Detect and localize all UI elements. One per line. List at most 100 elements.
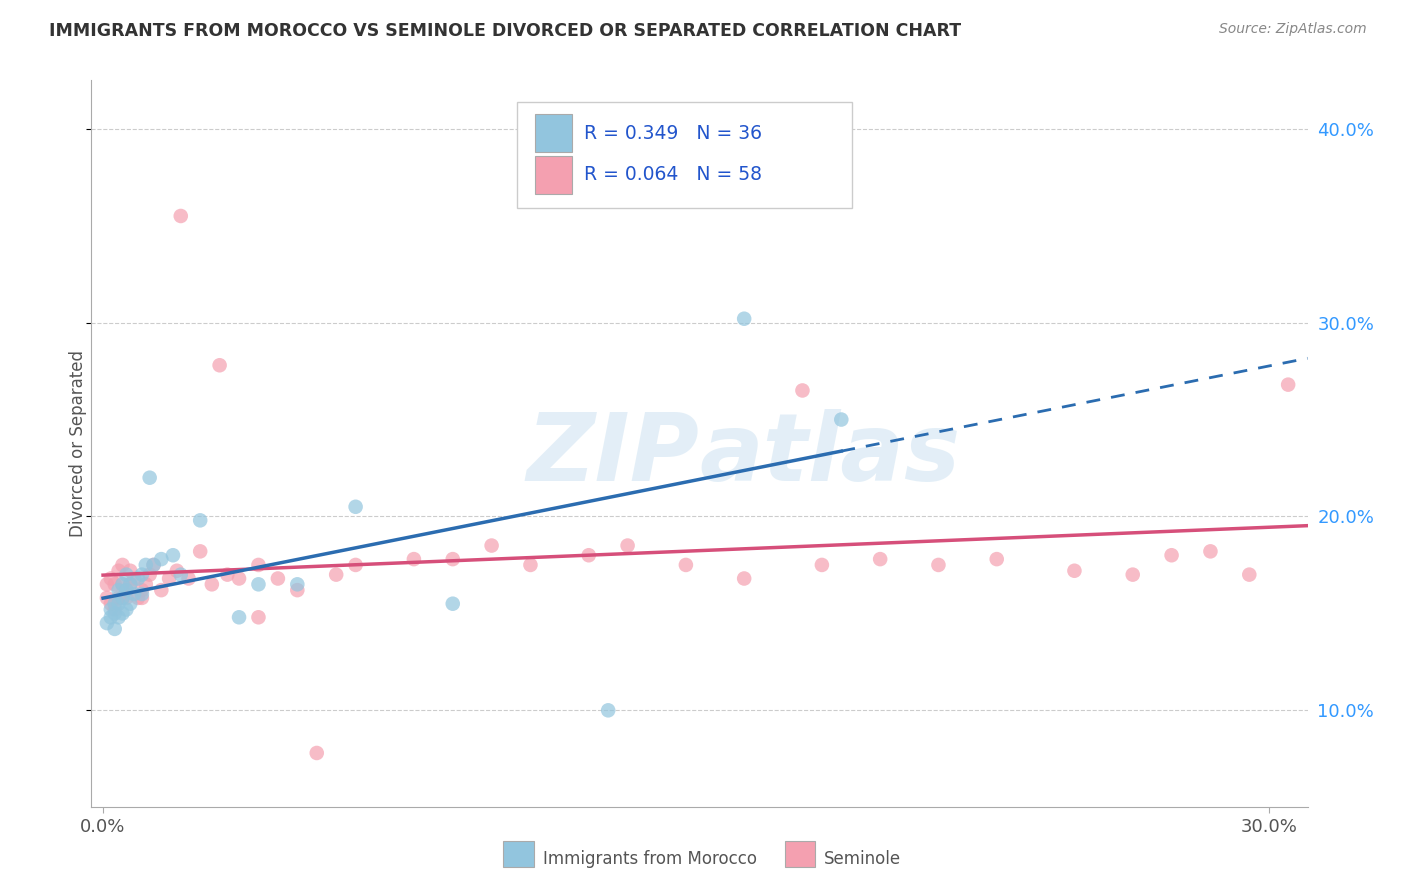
Point [733,311,755,326]
Point [733,572,755,586]
Point [115,567,138,582]
Y-axis label: Divorced or Separated: Divorced or Separated [69,351,87,537]
Point [111,607,134,621]
Point [285,577,308,591]
Point [131,591,153,605]
Point [111,591,134,605]
Point [107,610,129,624]
Point [267,572,290,586]
Point [111,577,134,591]
Point [131,567,153,582]
Point [811,558,834,572]
Point [115,591,138,605]
Point [131,587,153,601]
Point [107,597,129,611]
Point [228,572,250,586]
Point [120,564,142,578]
Point [170,567,193,582]
Point [578,548,600,562]
Point [188,544,211,558]
Point [1199,544,1222,558]
Point [1239,567,1261,582]
Point [100,610,122,624]
Point [107,583,129,598]
Point [111,591,134,605]
Point [402,552,425,566]
Point [131,583,153,598]
Point [111,558,134,572]
Point [122,572,145,586]
Point [104,607,127,621]
Point [208,358,231,372]
Point [150,583,173,598]
Point [96,616,118,631]
Point [111,577,134,591]
Point [675,558,697,572]
FancyBboxPatch shape [536,114,572,153]
Point [100,597,122,611]
Point [115,583,138,598]
Point [344,558,367,572]
Text: Immigrants from Morocco: Immigrants from Morocco [543,850,756,868]
Point [188,513,211,527]
Point [217,567,239,582]
Text: atlas: atlas [699,409,960,500]
Point [1122,567,1144,582]
Point [325,567,347,582]
Point [170,209,193,223]
Point [127,591,149,605]
Point [441,552,464,566]
Point [986,552,1008,566]
Point [96,591,118,605]
Point [792,384,814,398]
Point [100,572,122,586]
FancyBboxPatch shape [536,156,572,194]
Point [441,597,464,611]
Point [104,597,127,611]
Point [138,567,160,582]
Point [120,577,142,591]
Point [1277,377,1299,392]
Point [285,583,308,598]
Point [1160,548,1182,562]
Point [104,577,127,591]
Point [616,539,638,553]
Point [157,572,180,586]
Point [201,577,224,591]
Point [247,610,270,624]
Text: Seminole: Seminole [824,850,901,868]
Point [142,558,165,572]
Point [344,500,367,514]
Text: IMMIGRANTS FROM MOROCCO VS SEMINOLE DIVORCED OR SEPARATED CORRELATION CHART: IMMIGRANTS FROM MOROCCO VS SEMINOLE DIVO… [49,22,962,40]
Point [104,602,127,616]
Point [122,587,145,601]
Point [228,610,250,624]
Point [598,703,620,717]
Text: R = 0.064   N = 58: R = 0.064 N = 58 [583,165,762,185]
Point [150,552,173,566]
Point [1063,564,1085,578]
Text: Source: ZipAtlas.com: Source: ZipAtlas.com [1219,22,1367,37]
Point [869,552,891,566]
Point [481,539,503,553]
Point [166,564,188,578]
Point [127,572,149,586]
Point [135,558,157,572]
Point [115,583,138,598]
Text: ZIP: ZIP [527,409,699,500]
Point [142,558,165,572]
Point [107,591,129,605]
Point [162,548,184,562]
Point [519,558,541,572]
Point [120,597,142,611]
Point [305,746,328,760]
Text: R = 0.349   N = 36: R = 0.349 N = 36 [583,124,762,143]
Point [247,558,270,572]
Point [927,558,949,572]
Point [107,564,129,578]
Point [138,471,160,485]
Point [830,412,852,426]
Point [96,577,118,591]
Point [115,602,138,616]
Point [177,572,200,586]
